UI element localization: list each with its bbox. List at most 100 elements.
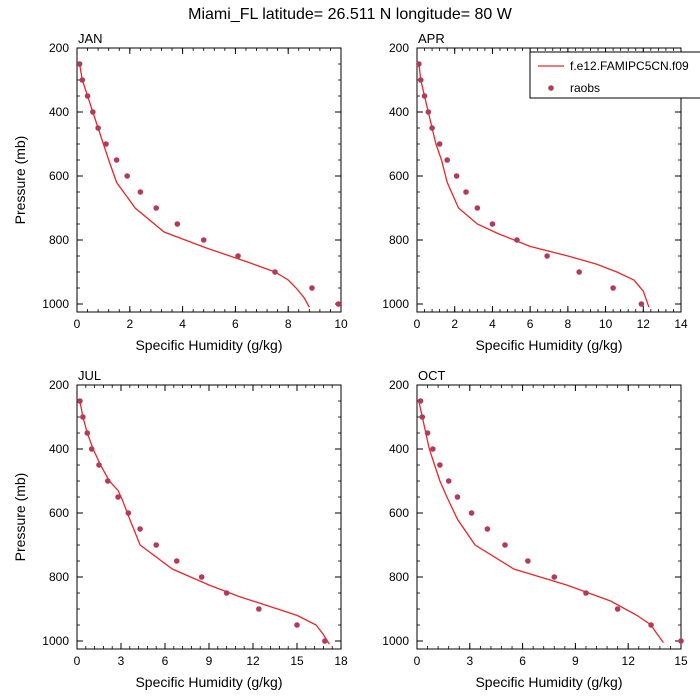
x-tick-label: 6 <box>232 317 239 331</box>
raobs-point <box>437 462 443 468</box>
raobs-point <box>173 558 180 564</box>
y-axis-label: Pressure (mb) <box>12 136 28 225</box>
y-tick-label: 400 <box>49 105 69 119</box>
legend-marker-swatch <box>548 85 554 91</box>
raobs-point <box>80 414 86 420</box>
raobs-point <box>322 638 328 644</box>
x-tick-label: 14 <box>674 317 688 331</box>
raobs-point <box>113 157 120 163</box>
raobs-point <box>95 125 101 131</box>
raobs-point <box>174 221 181 227</box>
panel-label: JAN <box>78 31 103 46</box>
panel-apr: APR 0 2 4 6 8 10 12 14 200 400 600 800 1000 Specific H… <box>382 31 688 353</box>
raobs-point <box>125 510 132 516</box>
x-tick-label: 8 <box>565 317 572 331</box>
raobs-point <box>84 430 91 436</box>
raobs-point <box>96 462 102 468</box>
raobs-point <box>610 285 616 291</box>
y-tick-label: 600 <box>49 506 69 520</box>
y-tick-label: 800 <box>49 570 69 584</box>
y-tick-label: 400 <box>49 442 69 456</box>
x-tick-label: 0 <box>74 317 81 331</box>
x-tick-label: 12 <box>246 654 260 668</box>
panel-oct: OCT 0 3 6 9 12 15 200 400 600 800 1000 Specific Humi… <box>382 368 688 690</box>
x-tick-label: 3 <box>466 654 473 668</box>
raobs-point <box>514 237 520 243</box>
model-line <box>78 63 310 308</box>
raobs-point <box>84 93 91 99</box>
raobs-point <box>416 61 422 67</box>
x-tick-label: 18 <box>334 654 348 668</box>
y-tick-label: 1000 <box>382 634 409 648</box>
legend-label: raobs <box>570 81 600 95</box>
raobs-point <box>200 237 207 243</box>
x-axis-label: Specific Humidity (g/kg) <box>475 337 622 353</box>
x-tick-label: 6 <box>527 317 534 331</box>
y-tick-label: 1000 <box>42 634 69 648</box>
x-tick-label: 9 <box>572 654 579 668</box>
panel-jan: JAN 0 2 4 6 8 10 200 400 600 800 1000 Specific Humid… <box>12 31 348 353</box>
raobs-point <box>429 125 435 131</box>
y-axis-label: Pressure (mb) <box>12 473 28 562</box>
plot-frame <box>416 384 682 650</box>
y-tick-label: 800 <box>389 233 409 247</box>
x-tick-label: 9 <box>206 654 213 668</box>
raobs-point <box>124 173 130 179</box>
raobs-point <box>90 109 96 115</box>
y-tick-label: 800 <box>389 570 409 584</box>
series-group <box>418 400 664 643</box>
x-axis-label: Specific Humidity (g/kg) <box>475 674 622 690</box>
raobs-point <box>137 189 144 195</box>
model-line <box>418 63 650 308</box>
raobs-point <box>425 109 432 115</box>
x-tick-label: 6 <box>519 654 526 668</box>
model-line <box>418 400 664 643</box>
raobs-point <box>198 574 205 580</box>
raobs-point <box>272 269 278 275</box>
panel-label: APR <box>418 31 445 46</box>
raobs-point <box>88 446 95 452</box>
series-group <box>418 63 650 308</box>
raobs-point <box>474 205 481 211</box>
panel-jul: JUL 0 3 6 9 12 15 18 200 400 600 800 1000 Specific Hu… <box>12 368 348 690</box>
raobs-point <box>335 301 342 307</box>
raobs-point <box>137 526 143 532</box>
x-axis-label: Specific Humidity (g/kg) <box>135 674 282 690</box>
raobs-point <box>638 301 645 307</box>
raobs-point <box>256 606 262 612</box>
model-line <box>79 400 330 645</box>
x-tick-label: 0 <box>74 654 81 668</box>
raobs-point <box>453 173 460 179</box>
legend-box <box>529 51 700 99</box>
raobs-point <box>678 638 684 644</box>
raobs-point <box>417 77 424 83</box>
raobs-point <box>77 398 83 404</box>
y-tick-label: 800 <box>49 233 69 247</box>
raobs-point <box>294 622 300 628</box>
x-tick-label: 2 <box>126 317 133 331</box>
y-tick-label: 1000 <box>382 297 409 311</box>
raobs-point <box>551 574 558 580</box>
x-tick-label: 6 <box>162 654 169 668</box>
raobs-point <box>421 93 428 99</box>
raobs-point <box>115 494 121 500</box>
raobs-point <box>576 269 582 275</box>
x-tick-label: 0 <box>414 317 421 331</box>
legend-label: f.e12.FAMIPC5CN.f09 <box>570 59 689 73</box>
plot-frame <box>76 384 342 650</box>
x-tick-label: 8 <box>285 317 292 331</box>
raobs-point <box>648 622 654 628</box>
raobs-point <box>544 253 550 259</box>
figure-title: Miami_FL latitude= 26.511 N longitude= 8… <box>188 6 513 23</box>
x-tick-label: 2 <box>451 317 458 331</box>
raobs-point <box>502 542 508 548</box>
raobs-point <box>235 253 241 259</box>
raobs-point <box>454 494 461 500</box>
y-tick-label: 200 <box>49 41 69 55</box>
raobs-point <box>436 141 443 147</box>
y-tick-label: 400 <box>389 442 409 456</box>
y-tick-label: 200 <box>389 41 409 55</box>
raobs-point <box>223 590 230 596</box>
